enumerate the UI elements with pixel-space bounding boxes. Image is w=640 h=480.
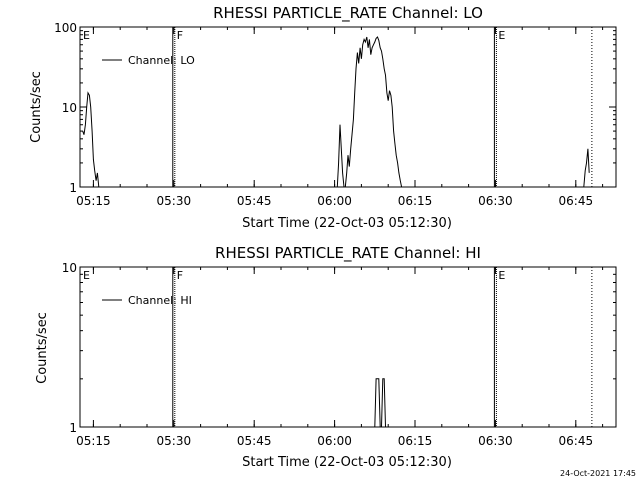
y-tick-label: 10 [62,261,77,275]
chart-hi: RHESSI PARTICLE_RATE Channel: HI Counts/… [35,244,617,470]
event-label: E [498,269,505,282]
y-tick-label: 1 [69,421,77,435]
x-tick-label: 06:15 [398,434,433,448]
event-markers: F EE [83,267,593,427]
x-tick-label: 05:30 [157,194,192,208]
x-tick-label: 05:45 [237,434,272,448]
legend-label: Channel: HI [128,294,192,307]
legend: Channel: LO [102,54,195,67]
y-axis-label: Counts/sec [29,71,44,143]
event-markers: F EE [83,27,593,187]
footer-timestamp: 24-Oct-2021 17:45 [560,469,636,478]
x-axis-label: Start Time (22-Oct-03 05:12:30) [242,455,452,470]
x-tick-label: 06:45 [559,194,594,208]
series [374,378,386,428]
plot-frame [79,266,617,428]
legend: Channel: HI [102,294,192,307]
x-tick-label: 05:30 [157,434,192,448]
x-tick-label: 05:15 [76,194,111,208]
event-label: E [498,29,505,42]
legend-label: Channel: LO [128,54,195,67]
y-axis-label: Counts/sec [35,312,50,384]
x-tick-label: 06:15 [398,194,433,208]
chart-lo: RHESSI PARTICLE_RATE Channel: LO Counts/… [29,4,617,231]
x-tick-label: 05:45 [237,194,272,208]
y-tick-label: 100 [54,21,77,35]
x-axis: 05:15 05:30 05:45 06:00 06:15 06:30 06:45 [76,267,604,448]
event-label: F [177,269,183,282]
chart-title: RHESSI PARTICLE_RATE Channel: LO [213,4,483,23]
x-tick-label: 06:30 [478,434,513,448]
x-axis: 05:15 05:30 05:45 06:00 06:15 06:30 06:45 [76,27,604,208]
event-label: F [177,29,183,42]
event-label: E [83,269,90,282]
x-axis-label: Start Time (22-Oct-03 05:12:30) [242,216,452,231]
chart-title: RHESSI PARTICLE_RATE Channel: HI [215,244,481,263]
x-tick-label: 06:00 [317,194,352,208]
x-tick-label: 06:45 [559,434,594,448]
series [82,36,590,188]
y-axis: 1 10 [62,261,616,435]
y-tick-label: 1 [69,181,77,195]
x-tick-label: 06:30 [478,194,513,208]
y-axis: 1 10 100 [54,21,616,195]
series-line [82,91,100,188]
series-line [583,148,590,188]
series-line [374,378,386,428]
x-tick-label: 05:15 [76,434,111,448]
y-tick-label: 10 [62,101,77,115]
x-tick-label: 06:00 [317,434,352,448]
series-line [336,36,415,188]
event-label: E [83,29,90,42]
